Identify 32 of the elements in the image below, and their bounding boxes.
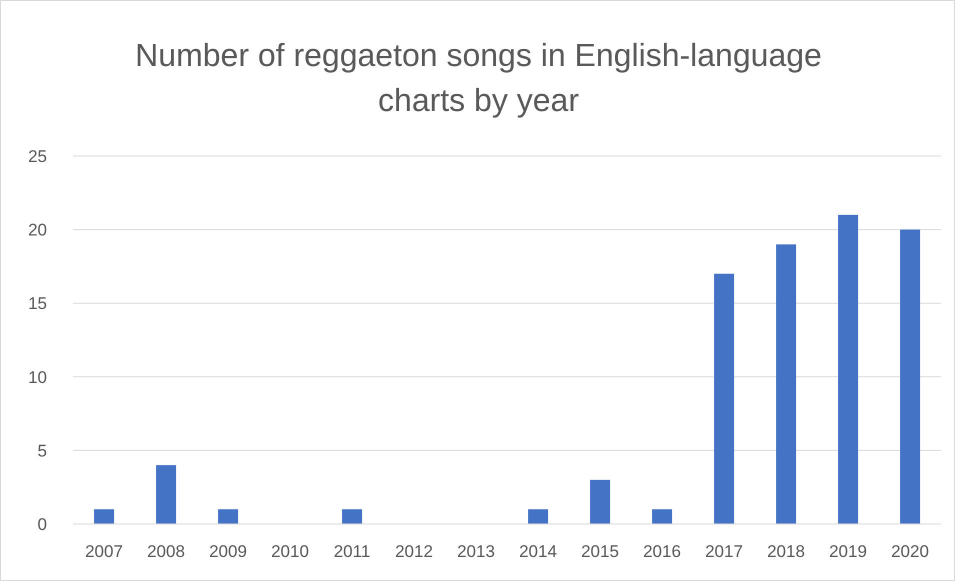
bar <box>652 509 672 524</box>
x-tick-label: 2011 <box>334 542 370 562</box>
x-tick-label: 2008 <box>147 542 185 562</box>
x-tick-label: 2014 <box>519 542 557 562</box>
x-tick-label: 2018 <box>767 542 805 562</box>
bar <box>342 509 362 524</box>
y-tick-label: 20 <box>28 220 47 240</box>
bar <box>156 465 176 524</box>
x-tick-label: 2016 <box>643 542 681 562</box>
bar <box>838 214 858 524</box>
bar <box>776 244 796 524</box>
x-tick-label: 2019 <box>829 542 867 562</box>
x-tick-label: 2007 <box>85 542 123 562</box>
y-tick-label: 0 <box>38 515 47 534</box>
bar <box>900 230 920 524</box>
x-tick-label: 2015 <box>581 542 619 562</box>
x-tick-label: 2010 <box>271 542 309 562</box>
y-tick-label: 25 <box>28 147 47 166</box>
bar <box>714 274 734 524</box>
y-tick-label: 5 <box>38 441 47 460</box>
x-tick-label: 2009 <box>209 542 247 562</box>
bar <box>94 509 114 524</box>
y-tick-label: 15 <box>28 294 47 314</box>
x-tick-label: 2020 <box>891 542 929 562</box>
chart-title: Number of reggaeton songs in English-language charts by year <box>134 36 823 120</box>
y-tick-label: 10 <box>28 368 47 387</box>
bar <box>590 480 610 524</box>
x-tick-label: 2013 <box>457 542 495 562</box>
x-tick-label: 2012 <box>395 542 433 562</box>
bar <box>528 509 548 524</box>
bar <box>218 509 238 524</box>
x-tick-label: 2017 <box>705 542 743 562</box>
